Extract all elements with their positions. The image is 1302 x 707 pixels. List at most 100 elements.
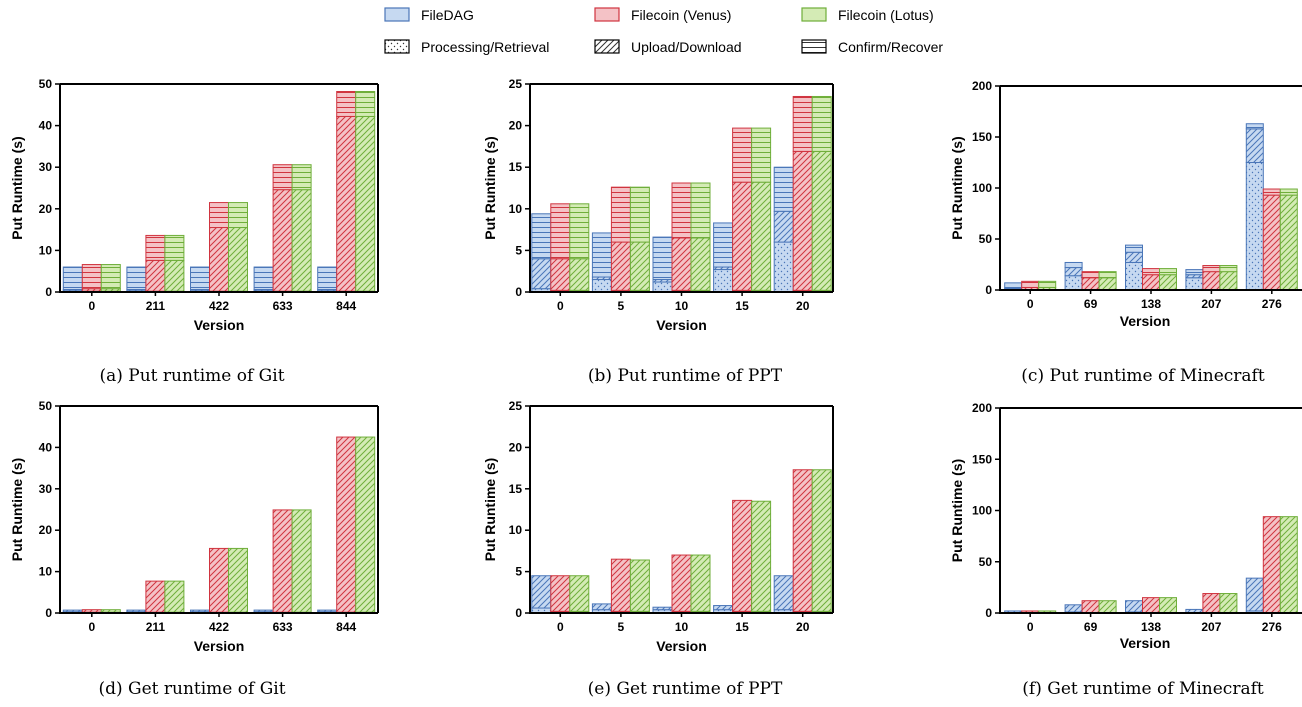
y-tick-label: 40 <box>39 440 53 454</box>
chart-panel: 0 50 100 150 200 0 69 138 207 276 Version Put Runti… <box>949 79 1302 386</box>
y-tick-label: 200 <box>972 401 992 415</box>
x-tick-label: 207 <box>1201 297 1221 311</box>
bar-segment <box>126 609 147 613</box>
bar-segment <box>190 266 210 291</box>
y-tick-label: 10 <box>509 202 523 216</box>
x-tick-label: 0 <box>88 620 95 634</box>
chart-caption: (a) Put runtime of Git <box>99 366 284 386</box>
bar-segment <box>550 258 571 291</box>
bar-segment <box>100 264 121 290</box>
bar-segment <box>690 237 711 291</box>
bar-segment <box>1038 280 1057 288</box>
x-tick-label: 422 <box>209 620 229 634</box>
bar-segment <box>713 222 734 268</box>
bar-segment <box>336 436 357 613</box>
bar-segment <box>1219 593 1238 613</box>
bar-segment <box>713 605 734 611</box>
bar-segment <box>569 258 590 291</box>
x-tick-label: 422 <box>209 299 229 313</box>
bar-segment <box>652 236 673 281</box>
bar-segment <box>811 150 832 291</box>
y-tick-label: 20 <box>39 202 53 216</box>
x-tick-label: 844 <box>336 620 356 634</box>
y-tick-label: 50 <box>39 399 53 413</box>
bar-segment <box>690 554 711 612</box>
x-tick-label: 633 <box>273 620 293 634</box>
legend-swatch-diag <box>594 39 620 54</box>
bar-segment <box>253 266 274 291</box>
y-tick-label: 5 <box>515 565 522 579</box>
bar-segment <box>1202 593 1221 613</box>
bar-segment <box>1202 265 1221 273</box>
bar-segment <box>531 575 552 609</box>
x-axis-label: Version <box>1120 313 1171 329</box>
y-axis-label: Put Runtime (s) <box>949 136 965 239</box>
y-axis-label: Put Runtime (s) <box>9 458 25 561</box>
bar-segment <box>164 234 185 261</box>
bar-segment <box>792 150 813 291</box>
bar-segment <box>253 609 274 613</box>
bar-segment <box>1279 516 1298 613</box>
bar-segment <box>1081 600 1100 613</box>
bar-segment <box>751 500 772 612</box>
bar-segment <box>1064 275 1083 291</box>
bar-segment <box>164 259 185 292</box>
bar-segment <box>1279 194 1298 290</box>
bar-segment <box>1125 600 1143 613</box>
bar-segment <box>550 575 571 612</box>
bar-segment <box>751 127 772 183</box>
bar-segment <box>713 269 734 293</box>
x-tick-label: 5 <box>618 620 625 634</box>
legend-label-blue: FileDAG <box>421 7 474 23</box>
bar-segment <box>1125 251 1143 263</box>
bar-segment <box>145 259 166 292</box>
y-tick-label: 20 <box>509 119 523 133</box>
y-tick-label: 10 <box>39 565 53 579</box>
bar-segment <box>629 559 650 612</box>
bar-segment <box>531 258 552 290</box>
bar-segment <box>145 580 166 613</box>
bar-segment <box>1125 261 1143 291</box>
bar-segment <box>1098 600 1117 613</box>
bar-segment <box>732 181 753 291</box>
bar-segment <box>531 213 552 260</box>
bar-segment <box>317 609 338 613</box>
bar-segment <box>228 547 248 613</box>
bar-segment <box>792 95 813 152</box>
bar-segment <box>1004 282 1023 289</box>
y-tick-label: 0 <box>45 606 52 620</box>
y-axis-label: Put Runtime (s) <box>482 458 498 561</box>
legend: FileDAG Filecoin (Venus) Filecoin (Lotus) P… <box>384 7 943 55</box>
bar-segment <box>1142 597 1160 613</box>
legend-label-horiz: Confirm/Recover <box>838 39 943 55</box>
x-axis-label: Version <box>194 317 245 333</box>
bar-segment <box>272 509 293 613</box>
x-tick-label: 276 <box>1262 620 1282 634</box>
bar-segment <box>272 189 293 292</box>
legend-label-red: Filecoin (Venus) <box>631 7 731 23</box>
bar-segment <box>62 266 83 291</box>
bar-segment <box>671 182 692 239</box>
bar-segment <box>209 227 229 292</box>
bar-segment <box>550 203 571 260</box>
bar-segment <box>1098 271 1117 279</box>
bar-segment <box>291 164 312 191</box>
bar-segment <box>610 558 631 612</box>
legend-swatch-blue <box>384 7 410 22</box>
bar-segment <box>610 186 631 243</box>
chart-panel: 0 50 100 150 200 0 69 138 207 276 Version Put Runti… <box>949 401 1302 699</box>
bar-segment <box>690 182 711 239</box>
x-tick-label: 20 <box>796 620 810 634</box>
bar-segment <box>1262 188 1281 196</box>
legend-label-green: Filecoin (Lotus) <box>838 7 934 23</box>
bar-segment <box>100 609 121 613</box>
y-tick-label: 50 <box>979 232 993 246</box>
y-tick-label: 0 <box>985 606 992 620</box>
y-tick-label: 100 <box>972 504 992 518</box>
y-tick-label: 5 <box>515 243 522 257</box>
chart-caption: (c) Put runtime of Minecraft <box>1021 366 1265 386</box>
y-tick-label: 50 <box>979 555 993 569</box>
bar-segment <box>811 469 832 612</box>
